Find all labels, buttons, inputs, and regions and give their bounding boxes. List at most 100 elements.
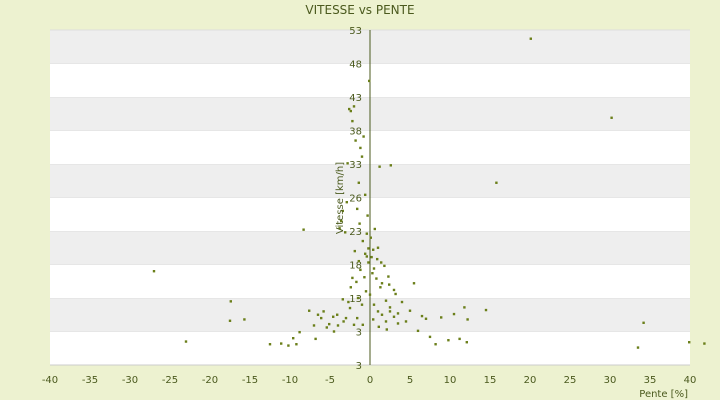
data-point <box>424 317 428 320</box>
data-point <box>356 316 359 320</box>
data-point <box>368 293 372 296</box>
x-tick-label: -40 <box>42 375 58 386</box>
x-tick-label: 10 <box>444 375 457 386</box>
data-point <box>364 252 367 255</box>
data-point <box>373 227 376 231</box>
data-point <box>375 277 378 280</box>
data-point <box>356 207 359 211</box>
x-tick-label: 0 <box>367 375 373 386</box>
data-point <box>392 288 396 292</box>
data-point <box>332 330 336 333</box>
data-point <box>280 342 283 345</box>
data-point <box>359 146 362 150</box>
data-point <box>346 162 349 165</box>
x-tick-label: 15 <box>484 375 497 386</box>
data-point <box>412 282 416 285</box>
data-point <box>347 300 350 304</box>
data-point <box>370 255 373 259</box>
y-tick-label: 43 <box>349 93 362 104</box>
data-point <box>376 310 380 313</box>
data-point <box>465 341 468 344</box>
data-point <box>387 275 390 278</box>
data-point <box>314 337 317 341</box>
data-point <box>295 343 298 346</box>
data-point <box>484 308 488 312</box>
data-point <box>348 306 352 310</box>
data-point <box>400 300 404 304</box>
x-tick-label: -15 <box>242 375 258 386</box>
x-tick-label: 30 <box>604 375 617 386</box>
data-point <box>363 276 366 279</box>
chart-title: VITESSE vs PENTE <box>305 3 414 17</box>
x-tick-label: -10 <box>282 375 298 386</box>
data-point <box>376 246 380 249</box>
data-point <box>340 219 343 223</box>
x-tick-label: -5 <box>325 375 335 386</box>
data-point <box>368 79 371 83</box>
y-tick-label: 18 <box>349 261 362 272</box>
data-point <box>383 264 386 268</box>
data-point <box>357 259 360 263</box>
data-point <box>379 286 382 289</box>
data-point <box>394 292 397 296</box>
data-point <box>636 346 640 349</box>
y-tick-label: 3 <box>356 361 362 372</box>
data-point <box>447 339 450 342</box>
data-point <box>380 261 383 264</box>
data-point <box>380 282 384 285</box>
data-point <box>377 325 380 329</box>
data-point <box>378 165 381 168</box>
data-point <box>357 181 360 184</box>
data-point <box>396 312 400 315</box>
y-tick-label: 53 <box>349 26 362 37</box>
data-point <box>404 320 408 323</box>
data-point <box>351 276 354 280</box>
data-point <box>354 139 357 142</box>
data-point <box>703 342 706 345</box>
data-point <box>463 306 466 309</box>
data-point <box>428 335 432 339</box>
data-point <box>408 309 412 312</box>
data-point <box>372 318 375 321</box>
data-point <box>688 341 691 344</box>
data-point <box>348 107 351 111</box>
data-point <box>367 247 370 250</box>
x-axis-label: Pente [%] <box>639 389 688 400</box>
data-point <box>332 315 335 318</box>
x-tick-label: -30 <box>122 375 138 386</box>
data-point <box>298 330 301 334</box>
data-point <box>325 326 328 329</box>
data-point <box>345 200 348 204</box>
y-tick-label: 38 <box>349 127 362 138</box>
y-tick-label: 26 <box>349 194 362 205</box>
y-tick-label: 48 <box>349 60 362 71</box>
data-point <box>384 299 388 302</box>
data-point <box>336 313 339 316</box>
data-point <box>243 318 246 321</box>
data-point <box>320 316 323 320</box>
data-point <box>388 306 392 309</box>
data-point <box>367 261 370 264</box>
data-point <box>361 323 364 326</box>
data-point <box>359 268 362 272</box>
data-point <box>316 313 320 316</box>
x-tick-label: 35 <box>644 375 657 386</box>
data-point <box>376 257 379 261</box>
data-point <box>362 135 365 138</box>
data-point <box>416 329 420 333</box>
y-tick-label: 33 <box>349 160 362 171</box>
data-point <box>360 155 364 158</box>
data-point <box>384 320 388 323</box>
data-point <box>366 214 369 217</box>
data-point <box>610 116 613 119</box>
data-point <box>308 309 311 312</box>
data-point <box>642 321 645 324</box>
data-point <box>365 255 368 258</box>
data-point <box>365 232 368 235</box>
data-point <box>364 290 368 293</box>
data-point <box>358 222 361 225</box>
data-point <box>434 343 437 346</box>
data-point <box>458 337 461 341</box>
x-tick-label: 5 <box>407 375 413 386</box>
data-point <box>152 270 156 273</box>
